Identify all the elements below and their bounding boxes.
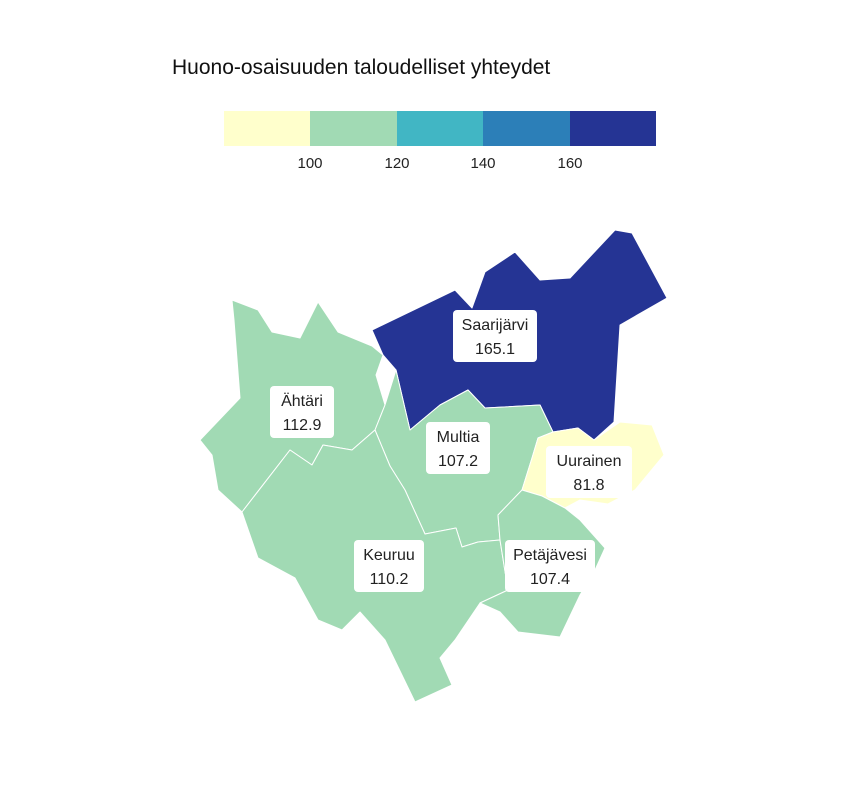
label-saarijarvi-name: Saarijärvi	[462, 317, 529, 334]
color-legend	[224, 111, 657, 146]
label-uurainen: Uurainen 81.8	[546, 446, 632, 498]
label-ahtari-value: 112.9	[283, 417, 322, 434]
legend-tick-labels: 100 120 140 160	[224, 155, 656, 177]
label-saarijarvi: Saarijärvi 165.1	[453, 310, 537, 362]
label-petajavesi-value: 107.4	[530, 571, 570, 588]
legend-swatch-3	[396, 111, 484, 146]
label-keuruu-name: Keuruu	[363, 547, 415, 564]
label-multia: Multia 107.2	[426, 422, 490, 474]
label-keuruu-value: 110.2	[370, 571, 409, 588]
label-ahtari-name: Ähtäri	[281, 392, 323, 410]
map-title: Huono-osaisuuden taloudelliset yhteydet	[172, 56, 551, 79]
legend-swatch-5	[569, 111, 657, 146]
legend-swatch-4	[483, 111, 570, 146]
label-petajavesi-name: Petäjävesi	[513, 547, 587, 564]
label-uurainen-name: Uurainen	[557, 453, 622, 470]
label-keuruu: Keuruu 110.2	[354, 540, 424, 592]
legend-swatch-1	[224, 111, 311, 146]
label-multia-value: 107.2	[438, 453, 478, 470]
legend-tick-140: 140	[470, 155, 496, 172]
label-saarijarvi-value: 165.1	[475, 341, 515, 358]
label-petajavesi: Petäjävesi 107.4	[505, 540, 595, 592]
legend-tick-100: 100	[297, 155, 323, 172]
label-multia-name: Multia	[437, 429, 480, 446]
label-ahtari: Ähtäri 112.9	[270, 386, 334, 438]
legend-swatch-2	[310, 111, 397, 146]
legend-tick-120: 120	[384, 155, 410, 172]
legend-tick-160: 160	[557, 155, 583, 172]
label-uurainen-value: 81.8	[573, 477, 604, 494]
